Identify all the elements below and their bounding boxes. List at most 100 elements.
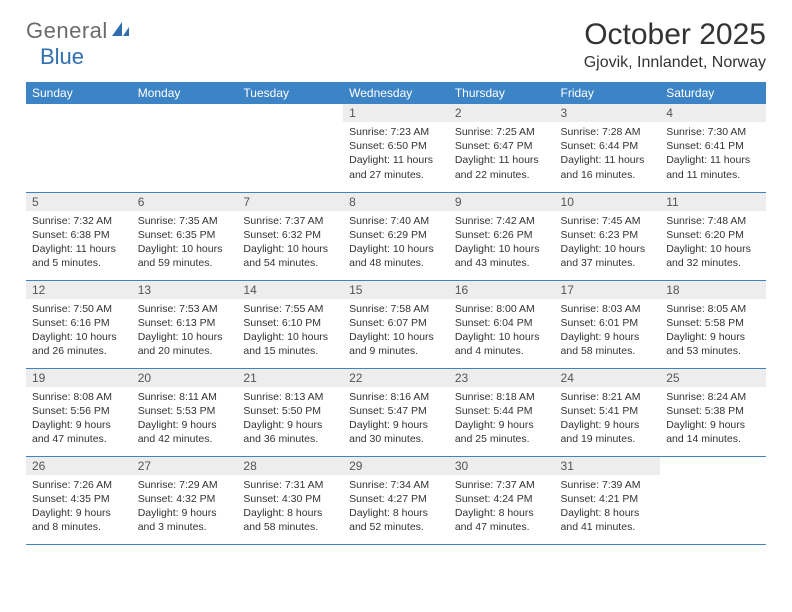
day-number: 9 [449, 193, 555, 211]
calendar-cell: 6Sunrise: 7:35 AMSunset: 6:35 PMDaylight… [132, 192, 238, 280]
day-details: Sunrise: 8:16 AMSunset: 5:47 PMDaylight:… [343, 387, 449, 451]
day-number: 27 [132, 457, 238, 475]
calendar-row: 12Sunrise: 7:50 AMSunset: 6:16 PMDayligh… [26, 280, 766, 368]
day-details: Sunrise: 8:05 AMSunset: 5:58 PMDaylight:… [660, 299, 766, 363]
day-details: Sunrise: 7:37 AMSunset: 4:24 PMDaylight:… [449, 475, 555, 539]
logo-sail-icon [110, 18, 132, 44]
day-number: 20 [132, 369, 238, 387]
day-details: Sunrise: 8:00 AMSunset: 6:04 PMDaylight:… [449, 299, 555, 363]
day-number: 17 [555, 281, 661, 299]
day-number: 31 [555, 457, 661, 475]
day-details: Sunrise: 7:58 AMSunset: 6:07 PMDaylight:… [343, 299, 449, 363]
calendar-cell: 19Sunrise: 8:08 AMSunset: 5:56 PMDayligh… [26, 368, 132, 456]
calendar-cell: 18Sunrise: 8:05 AMSunset: 5:58 PMDayligh… [660, 280, 766, 368]
logo-text-blue: Blue [40, 44, 84, 70]
day-details: Sunrise: 8:08 AMSunset: 5:56 PMDaylight:… [26, 387, 132, 451]
calendar-cell: 9Sunrise: 7:42 AMSunset: 6:26 PMDaylight… [449, 192, 555, 280]
calendar-cell: 31Sunrise: 7:39 AMSunset: 4:21 PMDayligh… [555, 456, 661, 544]
day-details: Sunrise: 7:31 AMSunset: 4:30 PMDaylight:… [237, 475, 343, 539]
calendar-cell [660, 456, 766, 544]
day-number: 21 [237, 369, 343, 387]
day-details: Sunrise: 8:13 AMSunset: 5:50 PMDaylight:… [237, 387, 343, 451]
day-details: Sunrise: 8:03 AMSunset: 6:01 PMDaylight:… [555, 299, 661, 363]
day-number: 30 [449, 457, 555, 475]
day-details: Sunrise: 7:53 AMSunset: 6:13 PMDaylight:… [132, 299, 238, 363]
day-number: 28 [237, 457, 343, 475]
calendar-cell: 30Sunrise: 7:37 AMSunset: 4:24 PMDayligh… [449, 456, 555, 544]
weekday-header: Sunday [26, 82, 132, 104]
weekday-header: Saturday [660, 82, 766, 104]
calendar-cell: 7Sunrise: 7:37 AMSunset: 6:32 PMDaylight… [237, 192, 343, 280]
day-number: 10 [555, 193, 661, 211]
calendar-cell: 4Sunrise: 7:30 AMSunset: 6:41 PMDaylight… [660, 104, 766, 192]
day-details: Sunrise: 7:35 AMSunset: 6:35 PMDaylight:… [132, 211, 238, 275]
day-details: Sunrise: 7:28 AMSunset: 6:44 PMDaylight:… [555, 122, 661, 186]
day-number: 1 [343, 104, 449, 122]
calendar-cell [237, 104, 343, 192]
calendar-cell: 24Sunrise: 8:21 AMSunset: 5:41 PMDayligh… [555, 368, 661, 456]
day-number: 4 [660, 104, 766, 122]
day-details: Sunrise: 7:23 AMSunset: 6:50 PMDaylight:… [343, 122, 449, 186]
calendar-row: 26Sunrise: 7:26 AMSunset: 4:35 PMDayligh… [26, 456, 766, 544]
weekday-header: Monday [132, 82, 238, 104]
day-number: 14 [237, 281, 343, 299]
day-details: Sunrise: 7:50 AMSunset: 6:16 PMDaylight:… [26, 299, 132, 363]
day-details: Sunrise: 8:18 AMSunset: 5:44 PMDaylight:… [449, 387, 555, 451]
day-number: 26 [26, 457, 132, 475]
day-details: Sunrise: 8:24 AMSunset: 5:38 PMDaylight:… [660, 387, 766, 451]
weekday-header: Tuesday [237, 82, 343, 104]
calendar-cell: 20Sunrise: 8:11 AMSunset: 5:53 PMDayligh… [132, 368, 238, 456]
day-number: 29 [343, 457, 449, 475]
calendar-cell: 29Sunrise: 7:34 AMSunset: 4:27 PMDayligh… [343, 456, 449, 544]
day-details: Sunrise: 7:29 AMSunset: 4:32 PMDaylight:… [132, 475, 238, 539]
day-details: Sunrise: 7:25 AMSunset: 6:47 PMDaylight:… [449, 122, 555, 186]
day-details: Sunrise: 7:34 AMSunset: 4:27 PMDaylight:… [343, 475, 449, 539]
day-details: Sunrise: 7:37 AMSunset: 6:32 PMDaylight:… [237, 211, 343, 275]
day-details: Sunrise: 7:32 AMSunset: 6:38 PMDaylight:… [26, 211, 132, 275]
calendar-row: 19Sunrise: 8:08 AMSunset: 5:56 PMDayligh… [26, 368, 766, 456]
logo: General [26, 18, 132, 44]
day-details: Sunrise: 7:48 AMSunset: 6:20 PMDaylight:… [660, 211, 766, 275]
calendar-cell: 17Sunrise: 8:03 AMSunset: 6:01 PMDayligh… [555, 280, 661, 368]
day-details: Sunrise: 7:42 AMSunset: 6:26 PMDaylight:… [449, 211, 555, 275]
day-number: 18 [660, 281, 766, 299]
logo-text-general: General [26, 18, 108, 44]
location-subtitle: Gjovik, Innlandet, Norway [584, 54, 766, 72]
day-number: 12 [26, 281, 132, 299]
calendar-row: 1Sunrise: 7:23 AMSunset: 6:50 PMDaylight… [26, 104, 766, 192]
day-details: Sunrise: 8:11 AMSunset: 5:53 PMDaylight:… [132, 387, 238, 451]
day-number: 5 [26, 193, 132, 211]
day-number: 3 [555, 104, 661, 122]
day-number: 13 [132, 281, 238, 299]
calendar-cell: 21Sunrise: 8:13 AMSunset: 5:50 PMDayligh… [237, 368, 343, 456]
day-number: 15 [343, 281, 449, 299]
weekday-header: Friday [555, 82, 661, 104]
day-number: 23 [449, 369, 555, 387]
day-number: 11 [660, 193, 766, 211]
day-number: 22 [343, 369, 449, 387]
day-number: 7 [237, 193, 343, 211]
calendar-cell: 27Sunrise: 7:29 AMSunset: 4:32 PMDayligh… [132, 456, 238, 544]
day-details: Sunrise: 7:30 AMSunset: 6:41 PMDaylight:… [660, 122, 766, 186]
weekday-header-row: Sunday Monday Tuesday Wednesday Thursday… [26, 82, 766, 104]
day-number: 16 [449, 281, 555, 299]
day-number: 19 [26, 369, 132, 387]
day-details: Sunrise: 7:39 AMSunset: 4:21 PMDaylight:… [555, 475, 661, 539]
calendar-cell: 14Sunrise: 7:55 AMSunset: 6:10 PMDayligh… [237, 280, 343, 368]
calendar-cell: 23Sunrise: 8:18 AMSunset: 5:44 PMDayligh… [449, 368, 555, 456]
month-title: October 2025 [584, 18, 766, 52]
calendar-cell: 26Sunrise: 7:26 AMSunset: 4:35 PMDayligh… [26, 456, 132, 544]
calendar-cell: 15Sunrise: 7:58 AMSunset: 6:07 PMDayligh… [343, 280, 449, 368]
day-number: 2 [449, 104, 555, 122]
calendar-cell: 2Sunrise: 7:25 AMSunset: 6:47 PMDaylight… [449, 104, 555, 192]
calendar-table: Sunday Monday Tuesday Wednesday Thursday… [26, 82, 766, 545]
day-number: 6 [132, 193, 238, 211]
calendar-cell: 12Sunrise: 7:50 AMSunset: 6:16 PMDayligh… [26, 280, 132, 368]
calendar-cell: 1Sunrise: 7:23 AMSunset: 6:50 PMDaylight… [343, 104, 449, 192]
calendar-cell: 3Sunrise: 7:28 AMSunset: 6:44 PMDaylight… [555, 104, 661, 192]
calendar-cell: 11Sunrise: 7:48 AMSunset: 6:20 PMDayligh… [660, 192, 766, 280]
calendar-cell: 5Sunrise: 7:32 AMSunset: 6:38 PMDaylight… [26, 192, 132, 280]
calendar-cell: 13Sunrise: 7:53 AMSunset: 6:13 PMDayligh… [132, 280, 238, 368]
day-number: 8 [343, 193, 449, 211]
calendar-cell [26, 104, 132, 192]
